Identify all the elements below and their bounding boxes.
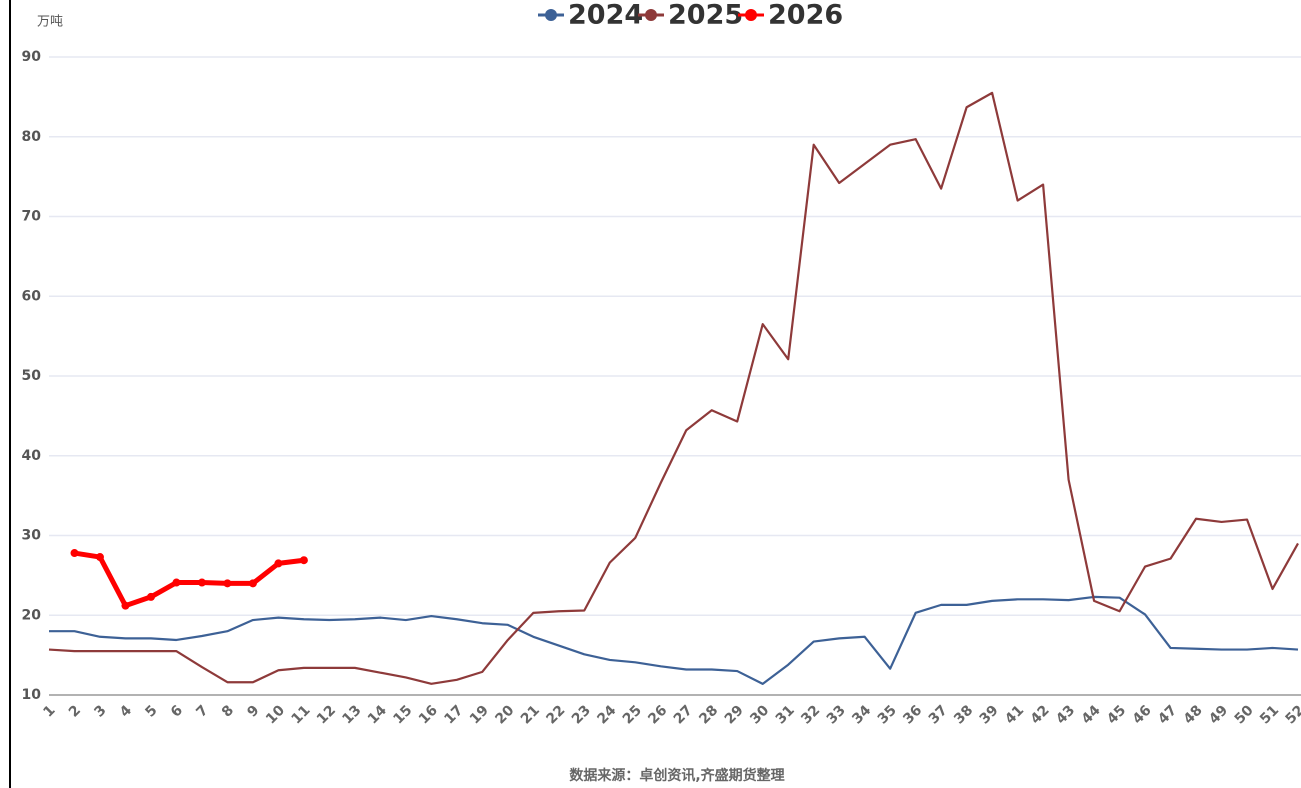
point-marker xyxy=(121,601,130,610)
x-tick-label: 52 xyxy=(1283,702,1301,727)
y-tick-label: 20 xyxy=(22,607,42,623)
y-tick-label: 80 xyxy=(22,129,42,145)
x-tick-label: 25 xyxy=(620,702,645,727)
point-marker xyxy=(197,578,206,587)
point-marker xyxy=(274,559,283,568)
x-tick-label: 4 xyxy=(117,702,135,720)
x-tick-label: 2 xyxy=(66,702,84,720)
point-marker xyxy=(248,579,257,588)
x-tick-label: 6 xyxy=(168,702,186,720)
legend-marker xyxy=(745,9,757,21)
source-note: 数据来源：卓创资讯,齐盛期货整理 xyxy=(569,767,784,784)
x-tick-label: 5 xyxy=(142,702,160,720)
x-tick-label: 12 xyxy=(314,702,339,727)
legend-marker xyxy=(545,9,557,21)
y-axis-unit: 万吨 xyxy=(37,15,63,30)
x-tick-label: 32 xyxy=(798,702,823,727)
x-tick-label: 28 xyxy=(696,702,721,727)
x-tick-label: 45 xyxy=(1104,702,1129,727)
x-tick-label: 3 xyxy=(91,702,109,720)
legend-label: 2026 xyxy=(768,0,843,31)
point-marker xyxy=(299,556,308,565)
y-tick-label: 70 xyxy=(22,209,42,225)
x-tick-label: 15 xyxy=(390,702,415,727)
x-tick-label: 1 xyxy=(40,702,58,720)
x-tick-label: 8 xyxy=(219,702,237,720)
legend-label: 2025 xyxy=(668,0,743,31)
x-tick-label: 22 xyxy=(543,702,568,727)
x-tick-label: 21 xyxy=(518,702,543,727)
x-tick-label: 10 xyxy=(263,702,288,727)
x-tick-label: 29 xyxy=(722,702,747,727)
x-tick-label: 27 xyxy=(671,702,696,727)
x-tick-label: 47 xyxy=(1155,702,1180,727)
x-tick-label: 49 xyxy=(1206,702,1231,727)
point-marker xyxy=(70,549,79,558)
x-tick-label: 9 xyxy=(244,702,262,720)
x-tick-label: 31 xyxy=(773,702,798,727)
x-tick-label: 48 xyxy=(1181,702,1206,727)
x-tick-label: 30 xyxy=(747,702,772,727)
x-tick-label: 33 xyxy=(824,702,849,727)
point-marker xyxy=(95,553,104,562)
series-line xyxy=(48,91,1299,685)
series-line xyxy=(74,550,305,609)
x-tick-label: 51 xyxy=(1257,702,1282,727)
x-tick-label: 50 xyxy=(1232,702,1257,727)
x-tick-label: 43 xyxy=(1053,702,1078,727)
point-marker xyxy=(146,592,155,601)
x-tick-label: 39 xyxy=(977,702,1002,727)
x-tick-label: 23 xyxy=(569,702,594,727)
point-marker xyxy=(172,578,181,587)
x-tick-label: 35 xyxy=(875,702,900,727)
x-tick-label: 44 xyxy=(1079,702,1104,727)
y-tick-label: 50 xyxy=(22,368,42,384)
x-tick-label: 13 xyxy=(339,702,364,727)
x-tick-label: 20 xyxy=(492,702,517,727)
x-tick-label: 34 xyxy=(849,702,874,727)
x-tick-label: 46 xyxy=(1130,702,1155,727)
y-tick-label: 10 xyxy=(22,687,42,703)
x-tick-label: 17 xyxy=(441,702,466,727)
series-line xyxy=(49,595,1299,685)
y-tick-label: 40 xyxy=(22,448,42,464)
y-tick-label: 60 xyxy=(22,288,42,304)
point-marker xyxy=(223,579,232,588)
x-tick-label: 41 xyxy=(1002,702,1027,727)
x-tick-label: 42 xyxy=(1028,702,1053,727)
x-tick-label: 24 xyxy=(594,702,619,727)
x-tick-label: 19 xyxy=(467,702,492,727)
y-tick-label: 90 xyxy=(22,49,42,65)
x-tick-label: 16 xyxy=(416,702,441,727)
x-tick-label: 11 xyxy=(288,702,313,727)
x-tick-label: 26 xyxy=(645,702,670,727)
x-tick-label: 7 xyxy=(193,702,211,720)
x-tick-label: 37 xyxy=(926,702,951,727)
x-tick-label: 36 xyxy=(900,702,925,727)
y-tick-label: 30 xyxy=(22,528,42,544)
x-tick-label: 14 xyxy=(365,702,390,727)
x-tick-label: 38 xyxy=(951,702,976,727)
legend-label: 2024 xyxy=(568,0,643,31)
legend-marker xyxy=(645,9,657,21)
